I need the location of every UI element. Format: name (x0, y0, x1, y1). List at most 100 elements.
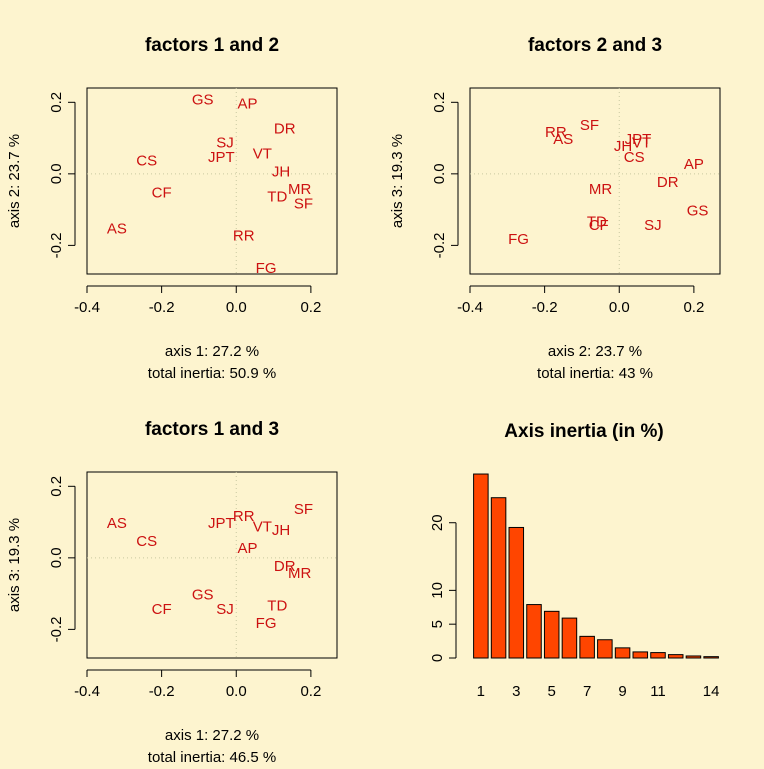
x-tick-label: 0.2 (683, 299, 704, 316)
point-label-mr: MR (589, 181, 612, 198)
x-tick-label: 11 (650, 683, 666, 700)
bar-axis-5 (543, 610, 560, 659)
bar-axis-14 (703, 656, 719, 659)
point-label-jh: JH (272, 522, 290, 539)
point-label-fg: FG (256, 260, 277, 277)
point-label-mr: MR (288, 181, 311, 198)
y-axis-label: axis 2: 23.7 % (6, 134, 23, 228)
total-inertia-label: total inertia: 50.9 % (148, 365, 276, 382)
point-label-td: TD (267, 188, 287, 205)
bar-axis-4 (526, 604, 542, 659)
point-label-jpt: JPT (208, 149, 235, 166)
chart-title: factors 1 and 3 (145, 419, 279, 440)
total-inertia-label: total inertia: 43 % (537, 365, 653, 382)
point-label-rr: RR (233, 508, 255, 525)
point-label-dr: DR (274, 558, 296, 575)
point-label-jpt: JPT (625, 131, 652, 148)
y-axis-label: axis 3: 19.3 % (6, 518, 23, 612)
point-label-fg: FG (256, 615, 277, 632)
point-label-sf: SF (580, 117, 599, 134)
y-tick-label: -0.2 (48, 232, 65, 258)
bar-axis-10 (632, 651, 649, 659)
total-inertia-label: total inertia: 46.5 % (148, 749, 276, 766)
point-label-td: TD (587, 213, 607, 230)
x-tick-label: 0.2 (300, 683, 321, 700)
scatter-panel-3: factors 1 and 3 -0.4 -0.2 0.0 0.2 -0.2 0.0 0.2 a… (6, 419, 338, 766)
plot-frame (86, 471, 338, 659)
point-label-jh: JH (272, 163, 290, 180)
y-tick-label: 0 (429, 654, 446, 662)
x-tick-label: -0.2 (149, 299, 175, 316)
bar-axis-9 (614, 647, 631, 659)
y-tick-label: -0.2 (48, 616, 65, 642)
x-tick-label: -0.4 (74, 299, 100, 316)
y-tick-label: 0.2 (431, 92, 448, 113)
point-label-cf: CF (589, 217, 609, 234)
y-tick-label: 10 (429, 582, 446, 599)
bar-axis-7 (579, 635, 595, 659)
bar-panel: Axis inertia (in %) 1 3 5 7 9 11 14 0 5 10 20 (429, 421, 719, 700)
point-label-cs: CS (136, 533, 157, 550)
plot-frame (469, 87, 721, 275)
point-label-sj: SJ (216, 135, 234, 152)
point-label-jh: JH (614, 138, 632, 155)
bar-axis-13 (685, 655, 702, 659)
point-label-cs: CS (624, 149, 645, 166)
bar-axis-2 (490, 497, 507, 659)
y-tick-label: -0.2 (431, 232, 448, 258)
x-tick-label: 14 (703, 683, 720, 700)
bar-axis-11 (650, 652, 666, 659)
point-label-dr: DR (657, 174, 679, 191)
point-label-sj: SJ (644, 217, 662, 234)
scatter-panel-1: factors 1 and 2 -0.4 -0.2 0.0 0.2 -0.2 0.0 0.2 a… (6, 35, 338, 382)
x-tick-label: 0.0 (226, 683, 247, 700)
plot-frame (86, 87, 338, 275)
point-label-vt: VT (253, 519, 272, 536)
point-label-cf: CF (152, 185, 172, 202)
bar-axis-6 (561, 617, 578, 659)
y-tick-label: 5 (429, 620, 446, 628)
bar-axis-8 (597, 639, 613, 659)
point-label-fg: FG (508, 231, 529, 248)
x-axis-label: axis 2: 23.7 % (548, 343, 642, 360)
point-label-sf: SF (294, 501, 313, 518)
x-tick-label: -0.2 (149, 683, 175, 700)
bar-axis-12 (667, 654, 684, 659)
point-label-sf: SF (294, 195, 313, 212)
scatter-panel-2: factors 2 and 3 -0.4 -0.2 0.0 0.2 -0.2 0.0 0.2 a… (389, 35, 721, 382)
y-tick-label: 0.0 (48, 163, 65, 184)
point-label-td: TD (267, 597, 287, 614)
x-tick-label: 7 (583, 683, 591, 700)
point-label-as: AS (107, 221, 127, 238)
point-label-sj: SJ (216, 601, 234, 618)
point-label-as: AS (107, 515, 127, 532)
chart-title: factors 1 and 2 (145, 35, 279, 56)
y-tick-label: 20 (429, 514, 446, 531)
x-tick-label: -0.4 (74, 683, 100, 700)
point-label-ap: AP (684, 156, 704, 173)
x-tick-label: -0.4 (457, 299, 483, 316)
x-tick-label: 0.0 (226, 299, 247, 316)
point-label-rr: RR (545, 124, 567, 141)
point-label-cf: CF (152, 601, 172, 618)
y-tick-label: 0.2 (48, 92, 65, 113)
bar-axis-1 (473, 473, 489, 659)
point-label-jpt: JPT (208, 515, 235, 532)
y-axis-label: axis 3: 19.3 % (389, 134, 406, 228)
x-axis-label: axis 1: 27.2 % (165, 727, 259, 744)
x-tick-label: 3 (512, 683, 520, 700)
point-label-rr: RR (233, 228, 255, 245)
x-tick-label: 9 (618, 683, 626, 700)
x-tick-label: 0.0 (609, 299, 630, 316)
point-label-gs: GS (687, 203, 709, 220)
x-tick-label: 0.2 (300, 299, 321, 316)
point-label-vt: VT (632, 135, 651, 152)
point-label-dr: DR (274, 120, 296, 137)
y-tick-label: 0.2 (48, 476, 65, 497)
point-label-ap: AP (237, 95, 257, 112)
point-label-gs: GS (192, 587, 214, 604)
y-tick-label: 0.0 (431, 163, 448, 184)
bar-axis-3 (508, 526, 525, 659)
